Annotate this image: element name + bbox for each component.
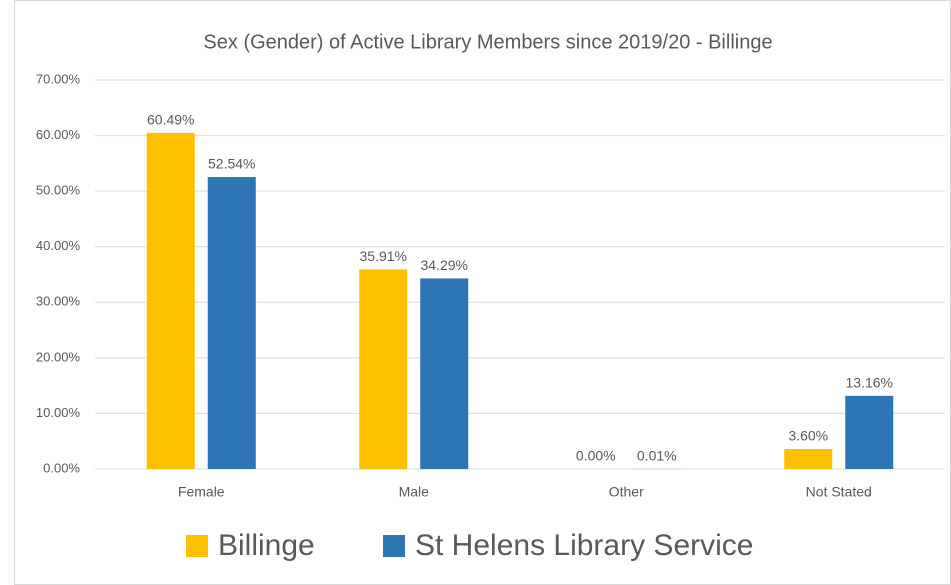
data-label: 60.49%	[147, 112, 194, 128]
bar	[845, 395, 894, 469]
data-label: 0.00%	[576, 448, 616, 464]
legend-swatch	[186, 535, 208, 557]
bar	[359, 269, 408, 469]
x-tick-label: Not Stated	[806, 484, 872, 500]
y-tick-label: 40.00%	[36, 238, 81, 253]
legend-label: St Helens Library Service	[415, 529, 753, 562]
chart-title: Sex (Gender) of Active Library Members s…	[203, 31, 772, 53]
legend-label: Billinge	[218, 529, 315, 562]
data-label: 34.29%	[421, 257, 468, 273]
y-tick-label: 0.00%	[43, 460, 80, 475]
y-tick-label: 60.00%	[36, 127, 81, 142]
x-tick-label: Male	[399, 484, 430, 500]
x-tick-label: Other	[609, 484, 644, 500]
y-tick-label: 20.00%	[36, 349, 81, 364]
y-tick-label: 70.00%	[36, 71, 81, 86]
bar	[207, 177, 256, 469]
bar	[420, 278, 469, 469]
legend-swatch	[383, 535, 405, 557]
y-tick-label: 50.00%	[36, 183, 81, 198]
y-tick-label: 10.00%	[36, 405, 81, 420]
data-label: 35.91%	[360, 248, 407, 264]
x-tick-label: Female	[178, 484, 225, 500]
y-tick-label: 30.00%	[36, 294, 81, 309]
bar	[784, 448, 833, 469]
data-label: 13.16%	[846, 375, 893, 391]
bar	[146, 132, 195, 469]
data-label: 52.54%	[208, 156, 255, 172]
data-label: 0.01%	[637, 448, 677, 464]
data-label: 3.60%	[788, 428, 828, 444]
